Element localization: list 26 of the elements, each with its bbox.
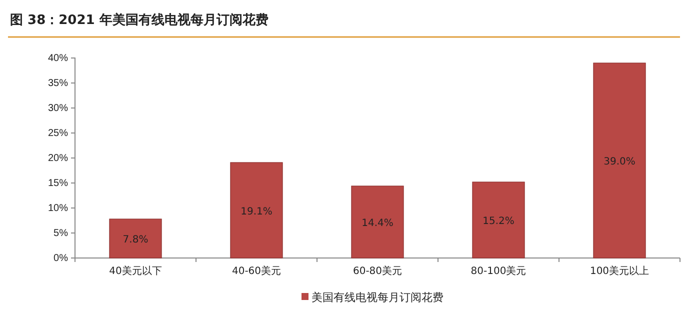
bar [230,162,283,258]
x-tick-label: 40美元以下 [109,265,162,277]
y-tick-label: 30% [48,103,68,114]
x-tick-label: 80-100美元 [470,265,526,277]
bar [593,62,646,258]
y-tick-label: 35% [48,78,68,90]
data-label: 39.0% [604,156,636,168]
y-tick-label: 40% [48,53,68,64]
y-tick-label: 0% [54,253,68,264]
y-tick-label: 20% [48,153,68,164]
data-label: 7.8% [122,234,148,246]
bar [351,186,404,258]
bar [109,218,162,258]
y-tick-label: 10% [48,203,68,214]
legend-label: 美国有线电视每月订阅花费 [312,291,444,304]
bar [472,182,525,258]
data-label: 14.4% [362,218,394,229]
x-tick-label: 100美元以上 [590,265,650,277]
x-tick-label: 60-80美元 [352,265,402,277]
y-tick-label: 5% [54,228,68,240]
data-label: 19.1% [240,206,272,218]
x-tick-label: 40-60美元 [232,265,282,277]
y-tick-label: 25% [48,128,68,140]
chart-title: 图 38：2021 年美国有线电视每月订阅花费 [10,12,268,28]
y-tick-label: 15% [48,178,68,190]
data-label: 15.2% [482,216,514,227]
